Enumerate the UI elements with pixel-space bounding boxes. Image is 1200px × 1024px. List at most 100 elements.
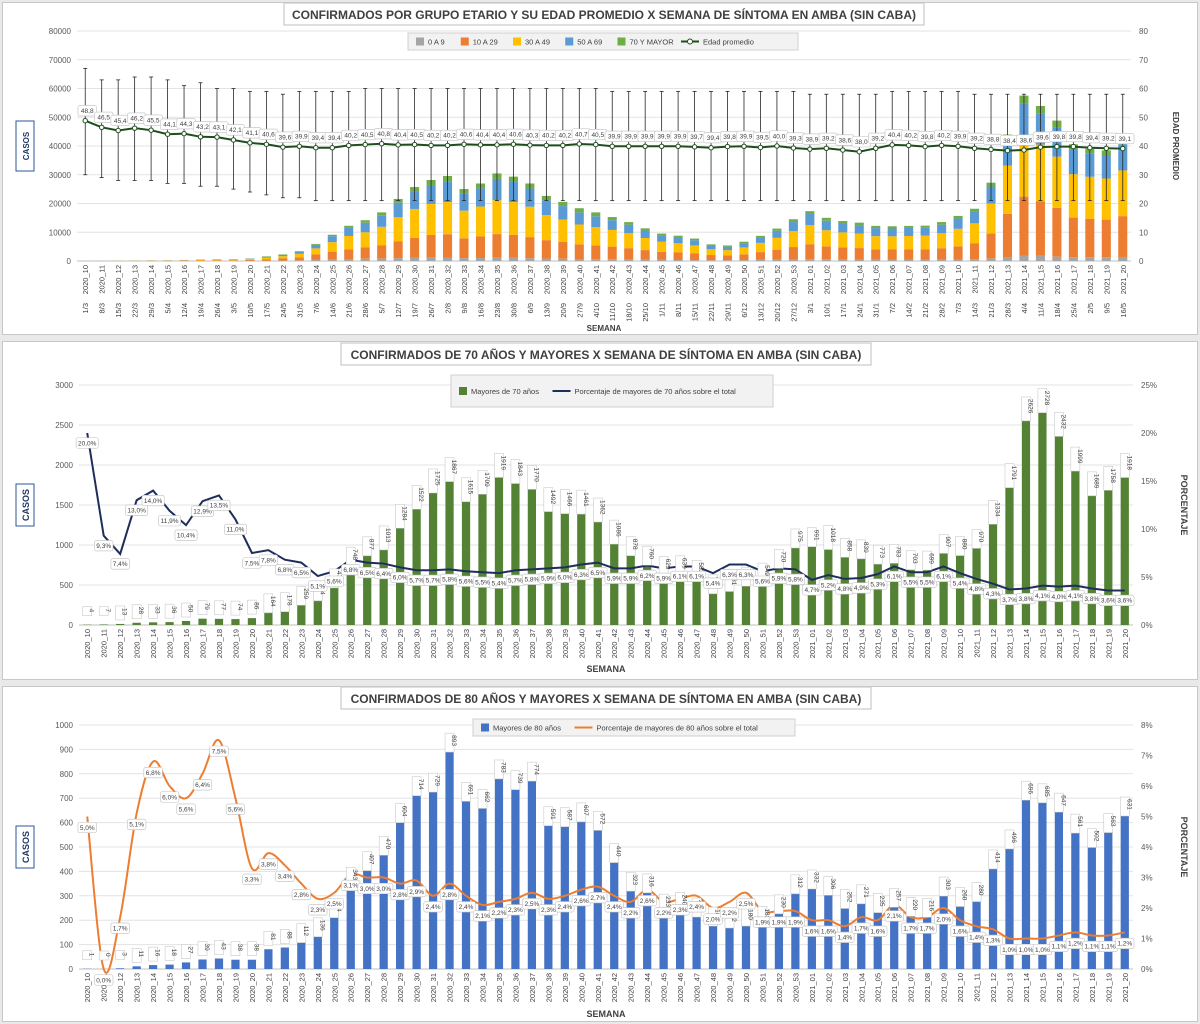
- average-age-label: 40,6: [509, 132, 522, 139]
- x-tick-label: 2020_21: [264, 629, 273, 658]
- bar-segment: [261, 257, 271, 260]
- bar-value-label-box: [477, 789, 488, 809]
- bar-segment: [294, 260, 304, 261]
- x-tick-label: 2020_23: [295, 265, 304, 294]
- x-tick-label: 2020_34: [478, 629, 487, 658]
- bar-70plus: [1120, 471, 1129, 625]
- bar-value-label: 136: [318, 920, 325, 931]
- average-age-label: 45,4: [114, 118, 127, 125]
- x-tick-label: 2020_45: [660, 629, 669, 658]
- x-date-label: 21/3: [987, 303, 996, 318]
- pct-80plus-label-box: [835, 931, 855, 943]
- bar-segment: [541, 200, 551, 216]
- bar-segment: [706, 255, 716, 261]
- x-tick-label: 2020_52: [773, 265, 782, 294]
- pct-70plus-label: 6,0%: [557, 575, 572, 582]
- bar-70plus: [297, 604, 306, 625]
- bar-segment: [805, 244, 815, 260]
- pct-70plus-label-box: [224, 523, 247, 535]
- bar-value-label: 1758: [1109, 468, 1116, 483]
- bar-value-label: 240: [681, 894, 688, 905]
- bar-segment: [393, 217, 403, 242]
- bar-value-label: 0: [104, 953, 111, 957]
- bar-70plus: [675, 573, 685, 625]
- bar-segment: [788, 231, 798, 248]
- bar-segment: [344, 258, 354, 261]
- legend-swatch: [416, 37, 424, 46]
- bar-segment: [1101, 219, 1111, 258]
- x-tick-label: 2021_19: [1104, 629, 1113, 658]
- x-date-label: 7/3: [954, 303, 963, 313]
- bar-value-label: 50: [187, 605, 194, 613]
- x-tick-label: 2020_10: [83, 973, 92, 1002]
- x-tick-label: 2020_31: [429, 973, 438, 1002]
- legend-swatch: [513, 37, 521, 46]
- bar-value-label: 880: [961, 539, 968, 550]
- x-tick-label: 2020_12: [116, 629, 125, 658]
- bar-segment: [558, 206, 568, 220]
- bar-70plus: [791, 547, 800, 625]
- x-date-label: 18/10: [625, 303, 634, 322]
- bar-70plus: [1087, 489, 1096, 625]
- bar-value-label: 496: [1010, 832, 1017, 843]
- bar-value-label-box: [428, 468, 438, 494]
- bar-value-label-box: [362, 536, 372, 557]
- x-tick-label: 2020_40: [575, 265, 584, 294]
- bar-value-label-box: [131, 604, 142, 620]
- x-date-label: 29/3: [147, 303, 156, 318]
- bar-value-label: 729: [434, 775, 441, 786]
- bar-value-label: 1919: [499, 455, 506, 470]
- bar-80plus: [297, 941, 306, 969]
- bar-70plus: [1054, 430, 1064, 625]
- bar-value-label-box: [938, 876, 949, 897]
- bar-value-label-box: [444, 457, 455, 482]
- bar-segment: [854, 222, 864, 226]
- bar-value-label: 739: [516, 773, 523, 784]
- bar-value-label-box: [576, 802, 587, 823]
- bar-value-label: 316: [648, 876, 655, 887]
- x-tick-label: 2021_12: [987, 265, 996, 294]
- bar-value-label-box: [263, 593, 274, 614]
- bar-value-label-box: [1120, 796, 1130, 817]
- bar-segment: [805, 225, 815, 245]
- bar-70plus: [214, 618, 224, 625]
- bar-segment: [673, 252, 683, 260]
- bar-80plus: [791, 892, 800, 969]
- bar-segment: [558, 241, 568, 259]
- pct-70plus-label: 5,8%: [788, 577, 803, 584]
- bar-80plus: [544, 824, 553, 969]
- bar-segment: [294, 251, 304, 254]
- bar-70plus: [264, 611, 273, 625]
- bar-value-label-box: [593, 497, 603, 523]
- bar-value-label: 470: [384, 838, 391, 849]
- bar-80plus: [708, 925, 718, 969]
- bar-value-label-box: [938, 534, 949, 554]
- bar-segment: [1002, 256, 1013, 261]
- bar-value-label-box: [280, 592, 290, 613]
- bar-value-label-box: [625, 871, 636, 892]
- average-age-label: 39,9: [295, 134, 308, 141]
- bar-segment: [657, 251, 667, 260]
- bar-value-label-box: [197, 941, 208, 956]
- x-tick-label: 2020_25: [330, 629, 339, 658]
- bar-80plus: [198, 959, 207, 969]
- bar-segment: [591, 212, 601, 217]
- bar-segment: [838, 221, 848, 224]
- bar-segment: [624, 222, 634, 225]
- bar-70plus: [330, 586, 339, 625]
- x-tick-label: 2021_08: [923, 973, 932, 1002]
- bar-value-label: 252: [845, 892, 852, 903]
- x-tick-label: 2021_01: [808, 629, 817, 658]
- bar-value-label: 685: [1043, 786, 1050, 797]
- average-age-point: [395, 142, 401, 148]
- bar-80plus: [725, 927, 734, 969]
- pct-70plus-label: 4,9%: [854, 585, 869, 592]
- bar-segment: [1068, 217, 1078, 258]
- bar-value-label-box: [164, 603, 175, 619]
- pct-80plus-label-box: [439, 889, 460, 901]
- bar-value-label: 629: [664, 559, 671, 570]
- y2-tick-label: 4%: [1141, 843, 1153, 852]
- x-tick-label: 2021_02: [824, 629, 833, 658]
- bar-value-label: 183: [763, 908, 770, 919]
- bar-80plus: [659, 912, 668, 969]
